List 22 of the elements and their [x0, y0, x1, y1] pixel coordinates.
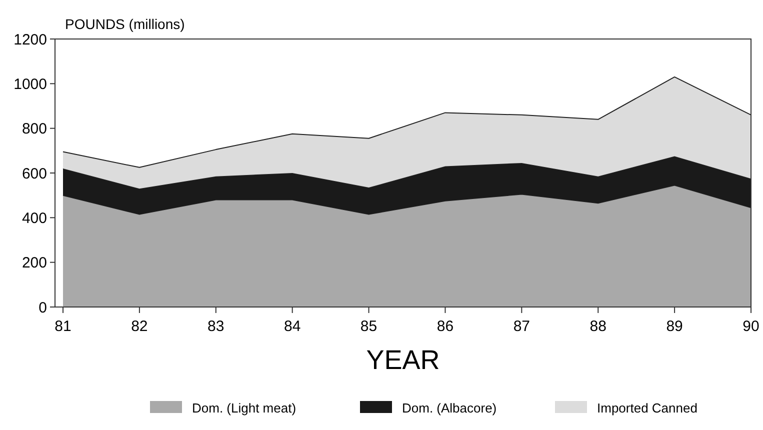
x-tick-label: 81 [54, 318, 72, 335]
x-tick-label: 90 [742, 318, 760, 335]
legend-label: Imported Canned [597, 400, 698, 416]
y-tick-label: 0 [38, 299, 47, 316]
x-axis-title: YEAR [366, 345, 440, 375]
y-tick-label: 800 [22, 120, 47, 138]
x-tick-label: 89 [666, 318, 683, 335]
y-tick-label: 1200 [14, 31, 47, 48]
y-tick-label: 1000 [14, 76, 47, 93]
legend-label: Dom. (Light meat) [192, 400, 296, 416]
x-tick-label: 82 [131, 318, 148, 335]
x-tick-label: 87 [513, 318, 530, 335]
x-tick-label: 83 [208, 318, 224, 335]
legend-label: Dom. (Albacore) [402, 400, 497, 416]
x-tick-label: 84 [284, 318, 301, 335]
y-axis-title: POUNDS (millions) [65, 16, 185, 32]
x-tick-label: 86 [436, 318, 454, 335]
x-tick-label: 88 [590, 318, 606, 335]
y-tick-label: 600 [22, 165, 47, 182]
y-tick-label: 200 [22, 254, 47, 272]
y-tick-label: 400 [22, 210, 47, 227]
x-tick-label: 85 [360, 318, 378, 335]
